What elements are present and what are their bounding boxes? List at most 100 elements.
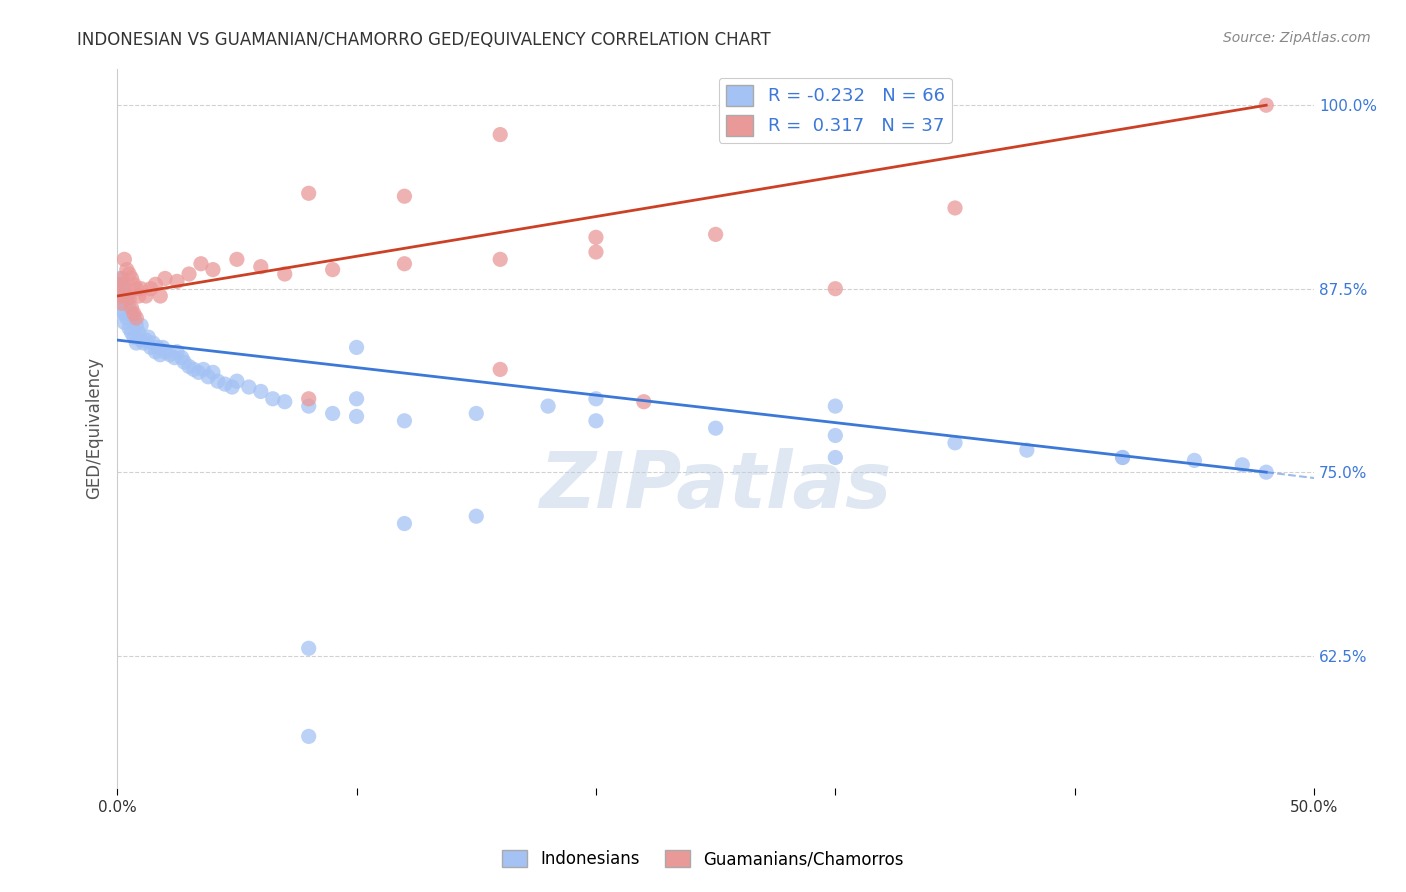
Point	[159, 348, 181, 362]
Point	[115, 262, 138, 277]
Point	[489, 362, 512, 376]
Point	[132, 336, 155, 351]
Point	[142, 336, 165, 351]
Point	[118, 321, 141, 335]
Point	[122, 277, 145, 292]
Point	[1256, 465, 1278, 479]
Point	[108, 282, 131, 296]
Point	[207, 374, 229, 388]
Point	[108, 277, 131, 292]
Point	[122, 307, 145, 321]
Point	[125, 311, 148, 326]
Point	[153, 344, 176, 359]
Point	[1111, 450, 1133, 465]
Point	[166, 274, 188, 288]
Point	[1232, 458, 1254, 472]
Point	[112, 252, 135, 267]
Point	[145, 277, 167, 292]
Point	[1015, 443, 1038, 458]
Point	[346, 340, 368, 354]
Point	[122, 311, 145, 326]
Point	[128, 289, 150, 303]
Point	[633, 394, 655, 409]
Point	[108, 289, 131, 303]
Text: INDONESIAN VS GUAMANIAN/CHAMORRO GED/EQUIVALENCY CORRELATION CHART: INDONESIAN VS GUAMANIAN/CHAMORRO GED/EQU…	[77, 31, 770, 49]
Point	[111, 296, 134, 310]
Point	[394, 189, 416, 203]
Point	[346, 392, 368, 406]
Point	[121, 307, 143, 321]
Point	[121, 271, 143, 285]
Point	[394, 257, 416, 271]
Point	[125, 318, 148, 333]
Point	[465, 407, 488, 421]
Point	[129, 318, 152, 333]
Point	[1111, 450, 1133, 465]
Point	[322, 407, 344, 421]
Point	[193, 362, 215, 376]
Point	[943, 201, 966, 215]
Point	[489, 128, 512, 142]
Point	[214, 377, 236, 392]
Point	[346, 409, 368, 424]
Point	[122, 330, 145, 344]
Point	[824, 282, 846, 296]
Point	[136, 330, 159, 344]
Point	[537, 399, 560, 413]
Point	[197, 369, 219, 384]
Point	[489, 252, 512, 267]
Point	[139, 282, 162, 296]
Point	[394, 414, 416, 428]
Point	[274, 267, 297, 281]
Text: ZIPatlas: ZIPatlas	[540, 448, 891, 524]
Point	[173, 355, 195, 369]
Point	[115, 311, 138, 326]
Point	[183, 362, 205, 376]
Point	[394, 516, 416, 531]
Point	[115, 289, 138, 303]
Point	[149, 348, 172, 362]
Point	[824, 428, 846, 442]
Point	[298, 730, 321, 744]
Point	[111, 296, 134, 310]
Point	[146, 340, 169, 354]
Legend: Indonesians, Guamanians/Chamorros: Indonesians, Guamanians/Chamorros	[495, 843, 911, 875]
Point	[129, 282, 152, 296]
Point	[135, 289, 157, 303]
Point	[166, 344, 188, 359]
Point	[201, 262, 224, 277]
Point	[221, 380, 243, 394]
Legend: R = -0.232   N = 66, R =  0.317   N = 37: R = -0.232 N = 66, R = 0.317 N = 37	[718, 78, 952, 143]
Point	[1256, 98, 1278, 112]
Point	[135, 333, 157, 347]
Point	[121, 301, 143, 315]
Point	[112, 282, 135, 296]
Point	[1182, 453, 1205, 467]
Point	[824, 450, 846, 465]
Point	[163, 351, 186, 365]
Point	[153, 271, 176, 285]
Point	[824, 399, 846, 413]
Point	[585, 414, 607, 428]
Point	[118, 292, 141, 306]
Point	[704, 227, 727, 242]
Point	[585, 392, 607, 406]
Point	[225, 252, 247, 267]
Point	[585, 245, 607, 260]
Point	[298, 392, 321, 406]
Point	[190, 257, 212, 271]
Point	[111, 271, 134, 285]
Point	[139, 340, 162, 354]
Point	[298, 186, 321, 201]
Point	[262, 392, 284, 406]
Point	[112, 315, 135, 329]
Y-axis label: GED/Equivalency: GED/Equivalency	[86, 357, 103, 500]
Point	[298, 399, 321, 413]
Point	[152, 340, 174, 354]
Point	[250, 260, 273, 274]
Point	[170, 351, 193, 365]
Point	[145, 344, 167, 359]
Point	[585, 230, 607, 244]
Point	[111, 303, 134, 318]
Point	[118, 301, 141, 315]
